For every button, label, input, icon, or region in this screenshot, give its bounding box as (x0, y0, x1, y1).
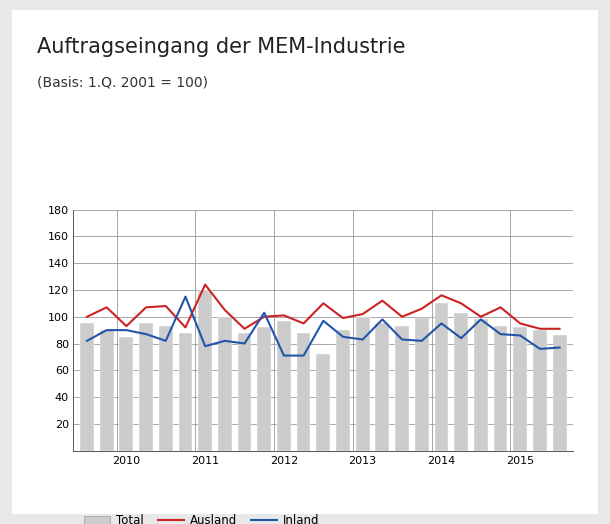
Bar (317, 354, 330, 451)
Text: (Basis: 1.Q. 2001 = 100): (Basis: 1.Q. 2001 = 100) (37, 76, 207, 90)
Bar (139, 323, 153, 451)
Bar (474, 320, 488, 451)
Bar (533, 330, 547, 451)
Bar (336, 330, 350, 451)
Bar (277, 321, 291, 451)
Bar (120, 337, 133, 451)
Bar (296, 333, 310, 451)
Text: Auftragseingang der MEM-Industrie: Auftragseingang der MEM-Industrie (37, 37, 405, 57)
Bar (514, 328, 527, 451)
Bar (179, 333, 192, 451)
Bar (376, 323, 389, 451)
Bar (218, 316, 232, 451)
Bar (493, 326, 508, 451)
Bar (454, 313, 468, 451)
Bar (80, 323, 94, 451)
Bar (198, 290, 212, 451)
Bar (257, 328, 271, 451)
Bar (395, 326, 409, 451)
Bar (238, 333, 251, 451)
Bar (100, 330, 113, 451)
Legend: Total, Ausland, Inland: Total, Ausland, Inland (79, 509, 324, 524)
Bar (553, 335, 567, 451)
Bar (434, 303, 448, 451)
Bar (159, 326, 173, 451)
Bar (356, 316, 370, 451)
Bar (415, 318, 429, 451)
